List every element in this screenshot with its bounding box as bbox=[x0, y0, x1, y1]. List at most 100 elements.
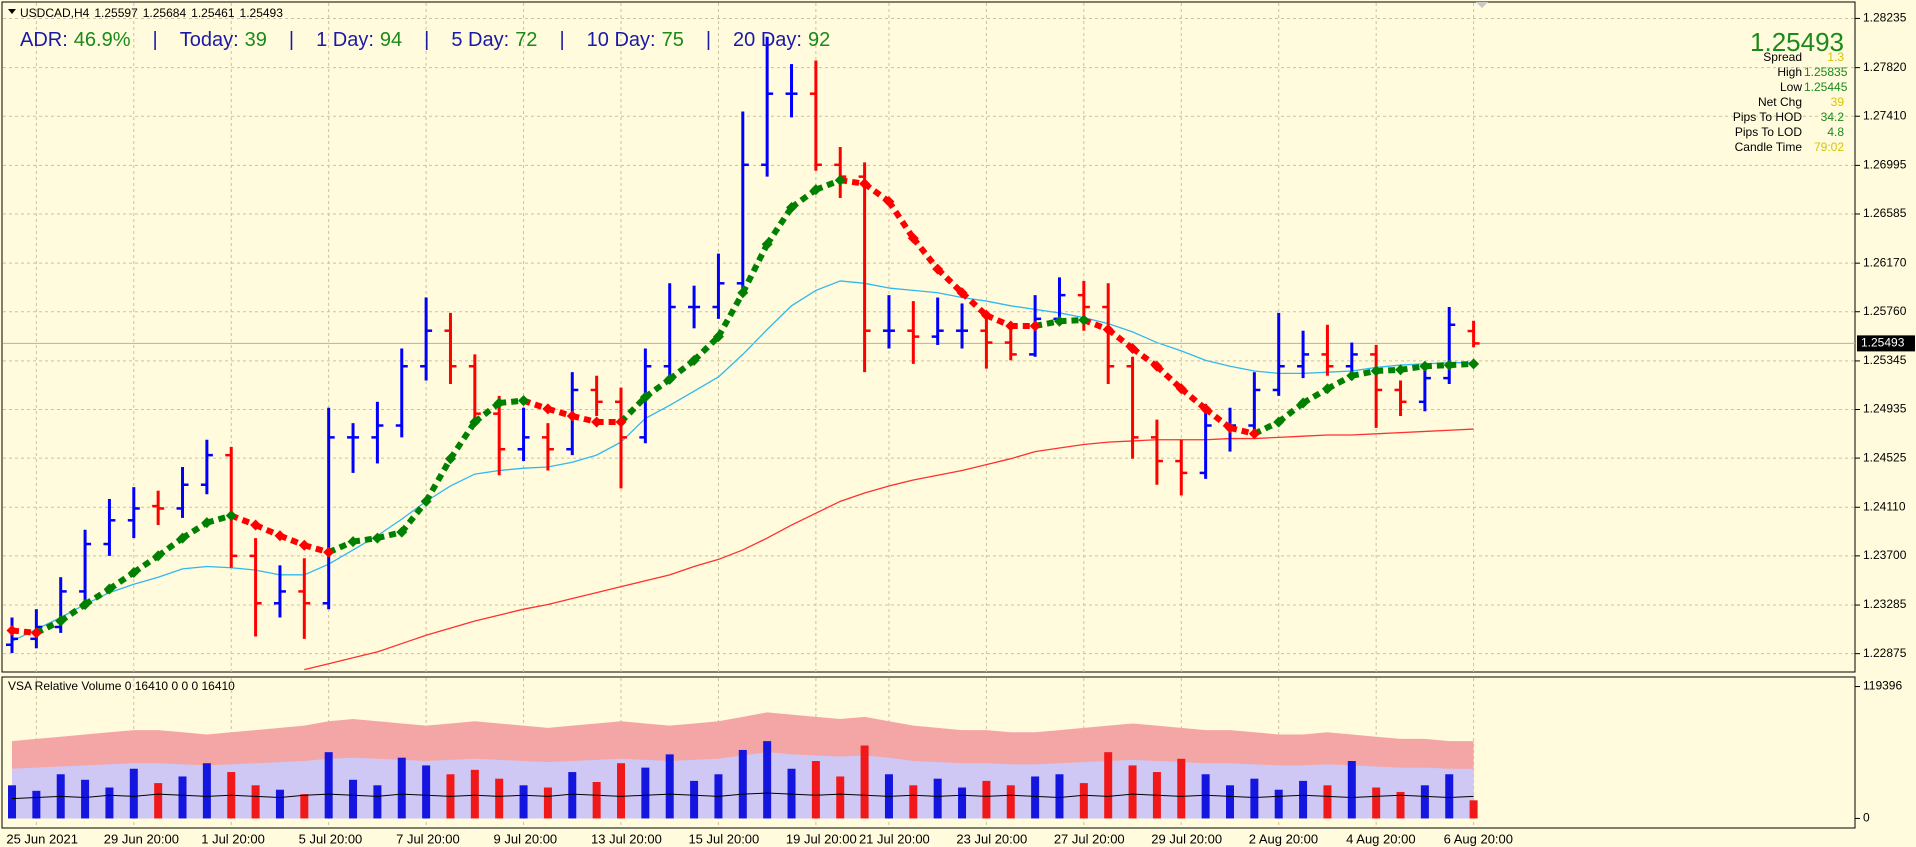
separator: | bbox=[424, 29, 430, 51]
info-value: 4.8 bbox=[1827, 125, 1844, 139]
volume-bar bbox=[300, 794, 309, 819]
indicator-segment bbox=[399, 499, 429, 535]
volume-bar bbox=[1445, 774, 1454, 819]
x-tick-label: 5 Jul 20:00 bbox=[299, 831, 363, 846]
volume-bar bbox=[1031, 776, 1040, 819]
price-tag-label: 1.25493 bbox=[1861, 336, 1905, 350]
volume-bar bbox=[178, 776, 187, 819]
x-tick-label: 1 Jul 20:00 bbox=[201, 831, 265, 846]
volume-bar bbox=[568, 772, 577, 819]
adr-value: 92 bbox=[807, 29, 831, 51]
x-tick-label: 19 Jul 20:00 bbox=[786, 831, 857, 846]
indicator-point bbox=[542, 403, 554, 415]
indicator-segment bbox=[935, 266, 965, 295]
volume-bar bbox=[1104, 752, 1113, 819]
volume-bar bbox=[495, 778, 504, 819]
indicator-segment bbox=[715, 291, 746, 339]
last-open: 1.25597 bbox=[94, 6, 138, 20]
volume-bar bbox=[665, 754, 674, 819]
info-label: Net Chg bbox=[1757, 95, 1802, 109]
x-tick-label: 9 Jul 20:00 bbox=[494, 831, 558, 846]
volume-bar bbox=[787, 768, 796, 819]
indicator-point bbox=[591, 416, 603, 428]
volume-bar bbox=[1323, 785, 1332, 819]
volume-bar bbox=[543, 787, 552, 819]
indicator-point bbox=[469, 416, 481, 428]
volume-bar bbox=[1006, 785, 1015, 819]
info-label: High bbox=[1777, 65, 1802, 79]
indicator-segment bbox=[83, 586, 112, 607]
indicator-point bbox=[566, 410, 578, 422]
indicator-point bbox=[6, 625, 18, 637]
y-tick-label: 1.22875 bbox=[1863, 646, 1907, 660]
volume-bar bbox=[763, 741, 772, 819]
indicator-segment bbox=[107, 569, 136, 592]
indicator-segment bbox=[862, 181, 891, 204]
volume-bar bbox=[1226, 785, 1234, 819]
info-value: 1.25835 bbox=[1804, 65, 1848, 79]
info-value: 34.2 bbox=[1820, 110, 1844, 124]
volume-bar bbox=[275, 789, 284, 819]
indicator-segment bbox=[1082, 317, 1110, 333]
indicator-point bbox=[79, 598, 91, 610]
separator: | bbox=[152, 29, 158, 51]
volume-bar bbox=[738, 749, 747, 819]
indicator-point bbox=[1273, 416, 1285, 428]
indicator-segment bbox=[278, 532, 306, 548]
indicator-segment bbox=[618, 394, 648, 425]
volume-bar bbox=[397, 757, 406, 819]
volume-bar bbox=[1347, 761, 1356, 819]
indicator-point bbox=[737, 287, 749, 299]
indicator-point bbox=[518, 395, 530, 407]
volume-bar bbox=[1420, 785, 1429, 819]
info-rows: Spread 1.3 High 1.25835 Low 1.25445 Net Chg 39 P… bbox=[1733, 50, 1848, 155]
x-tick-label: 29 Jun 20:00 bbox=[104, 831, 179, 846]
indicator-segment bbox=[886, 199, 916, 240]
indicator-point bbox=[810, 184, 822, 196]
volume-average bbox=[11, 792, 1474, 800]
indicator-point bbox=[396, 526, 408, 538]
indicator-segment bbox=[472, 400, 502, 425]
indicator-segment bbox=[35, 618, 63, 636]
indicator-segment bbox=[1203, 406, 1232, 431]
indicator-point bbox=[956, 287, 968, 299]
indicator-point bbox=[274, 530, 286, 542]
current-price: 1.25493 bbox=[1750, 27, 1844, 57]
info-value: 79:02 bbox=[1813, 140, 1844, 154]
indicator-point bbox=[103, 583, 115, 595]
indicator-point bbox=[323, 546, 335, 558]
indicator-segment bbox=[254, 522, 282, 539]
adr-value: 94 bbox=[379, 29, 403, 51]
y-tick-label: 1.24935 bbox=[1863, 402, 1907, 416]
y-tick-label: 1.23285 bbox=[1863, 597, 1907, 611]
volume-bar bbox=[251, 785, 260, 819]
indicator-point bbox=[712, 331, 724, 343]
indicator-point bbox=[1175, 383, 1187, 395]
indicator-point bbox=[907, 232, 919, 244]
adr-value: 72 bbox=[515, 29, 538, 51]
separator: | bbox=[559, 29, 565, 51]
indicator-point bbox=[639, 391, 651, 403]
header: USDCAD,H4 1.25597 1.25684 1.25461 1.2549… bbox=[20, 6, 283, 20]
adr-label: 1 Day: bbox=[316, 29, 374, 51]
volume-title: VSA Relative Volume 0 16410 0 0 0 16410 bbox=[8, 679, 235, 693]
indicator-segment bbox=[1179, 386, 1208, 412]
indicator-point bbox=[615, 416, 627, 428]
info-label: Low bbox=[1779, 80, 1802, 94]
indicator-point bbox=[152, 550, 164, 562]
volume-bar bbox=[690, 780, 699, 819]
indicator-segment bbox=[740, 242, 770, 295]
indicator-segment bbox=[1276, 400, 1305, 425]
volume-bar bbox=[1128, 765, 1137, 819]
y-tick-label: 1.25760 bbox=[1863, 304, 1907, 318]
volume-bar bbox=[909, 785, 918, 819]
y-tick-label: 119396 bbox=[1863, 679, 1902, 693]
indicator-point bbox=[859, 178, 871, 190]
indicator-point bbox=[664, 373, 676, 385]
separator: | bbox=[288, 29, 295, 51]
volume-bar bbox=[81, 779, 90, 819]
indicator-point bbox=[298, 539, 310, 551]
volume-bar bbox=[154, 783, 163, 819]
volume-bar bbox=[202, 763, 211, 819]
